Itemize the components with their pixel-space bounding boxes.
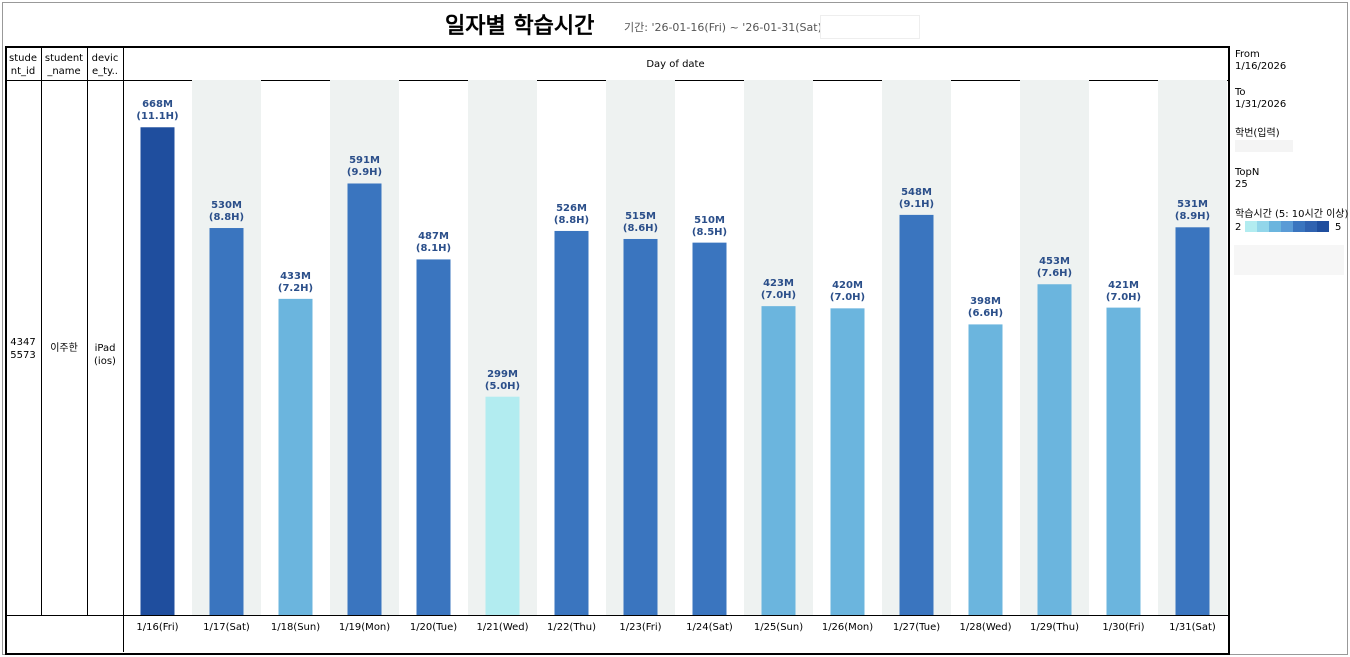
value-label: 398M (6.6H) [967,296,1004,320]
value-label: 591M (9.9H) [346,155,383,179]
x-tick-label: 1/25(Sun) [754,622,803,633]
x-tick-label: 1/22(Thu) [547,622,596,633]
legend-min: 2 [1235,222,1242,233]
x-tick-label: 1/24(Sat) [686,622,733,633]
filter-label: From [1235,49,1260,60]
filter-value[interactable]: 25 [1235,179,1248,190]
subtitle: 기간: '26-01-16(Fri) ~ '26-01-31(Sat), [624,21,826,34]
bar [899,214,934,615]
legend-swatch [1305,221,1317,232]
x-tick-label: 1/30(Fri) [1102,622,1144,633]
rule [87,47,88,615]
filter-value[interactable]: 1/16/2026 [1235,61,1287,72]
value-label: 515M (8.6H) [622,210,659,234]
table-frame [5,46,1230,655]
legend-max: 5 [1335,222,1342,233]
bar [347,183,382,615]
value-label: 548M (9.1H) [898,186,935,210]
x-tick-label: 1/28(Wed) [959,622,1011,633]
value-label: 421M (7.0H) [1105,279,1142,303]
bar [1106,307,1141,615]
bar [416,259,451,615]
filter-label: To [1235,87,1246,98]
legend-swatch [1317,221,1329,232]
value-label: 420M (7.0H) [829,280,866,304]
value-label: 423M (7.0H) [760,278,797,302]
bar [209,228,244,615]
cell: 4347 5573 [10,337,36,361]
legend-title: 학습시간 (5: 10시간 이상) [1235,209,1349,220]
cell: 이주한 [50,343,78,354]
bar [830,308,865,615]
rule [123,47,124,652]
value-label: 433M (7.2H) [277,270,314,294]
title: 일자별 학습시간 [445,14,595,39]
bar [554,230,589,616]
x-tick-label: 1/19(Mon) [339,622,390,633]
x-tick-label: 1/21(Wed) [476,622,528,633]
cell: iPad (ios) [94,343,116,367]
x-tick-label: 1/29(Thu) [1030,622,1079,633]
legend-swatch [1257,221,1269,232]
chart: 1/16(Fri) 1/17(Sat) 1/18(Sun) 1/19(Mon) 1/20… [136,80,1227,633]
blank-box [820,15,920,39]
value-label: 531M (8.9H) [1174,199,1211,223]
bar [278,298,313,615]
x-tick-label: 1/16(Fri) [136,622,178,633]
legend-swatch [1293,221,1305,232]
bar [1175,227,1210,616]
bar [485,396,520,615]
header: stude nt_id [9,53,37,77]
filter-label: TopN [1235,167,1260,178]
text-input[interactable] [1235,140,1293,152]
legend-swatches [1245,221,1329,232]
x-tick-label: 1/31(Sat) [1169,622,1216,633]
bar [692,242,727,616]
value-label: 453M (7.6H) [1036,256,1073,280]
value-label: 487M (8.1H) [415,231,452,255]
rule [5,615,1228,616]
bar [968,324,1003,615]
x-tick-label: 1/26(Mon) [822,622,873,633]
value-label: 530M (8.8H) [208,200,245,224]
value-label: 668M (11.1H) [136,99,179,123]
bar [140,127,175,615]
blank-box [1234,245,1344,275]
header: student _name [44,53,84,77]
legend-swatch [1269,221,1281,232]
value-label: 526M (8.8H) [553,202,590,226]
header: devic e_ty.. [91,53,119,77]
legend-swatch [1281,221,1293,232]
bar [761,306,796,615]
x-tick-label: 1/27(Tue) [893,622,940,633]
x-tick-label: 1/17(Sat) [203,622,250,633]
filter-label: 학번(입력) [1235,128,1280,139]
x-tick-label: 1/18(Sun) [271,622,320,633]
x-tick-label: 1/23(Fri) [619,622,661,633]
bar [623,238,658,616]
bar [1037,284,1072,615]
value-label: 510M (8.5H) [691,214,728,238]
legend-swatch [1245,221,1257,232]
x-tick-label: 1/20(Tue) [410,622,457,633]
value-label: 299M (5.0H) [484,368,521,392]
x-title: Day of date [646,59,705,70]
filter-value[interactable]: 1/31/2026 [1235,99,1287,110]
rule [41,47,42,615]
